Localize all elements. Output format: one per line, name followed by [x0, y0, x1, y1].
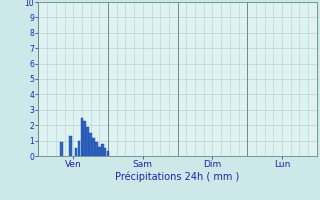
Bar — [78, 141, 80, 156]
Bar — [60, 142, 63, 156]
Bar — [107, 151, 109, 156]
Bar — [98, 147, 100, 156]
Bar — [95, 142, 98, 156]
X-axis label: Précipitations 24h ( mm ): Précipitations 24h ( mm ) — [116, 172, 240, 182]
Bar — [69, 136, 72, 156]
Bar — [75, 148, 77, 156]
Bar — [81, 117, 83, 156]
Bar — [104, 148, 107, 156]
Bar — [86, 127, 89, 156]
Bar — [89, 133, 92, 156]
Bar — [84, 121, 86, 156]
Bar — [92, 138, 95, 156]
Bar — [101, 144, 103, 156]
